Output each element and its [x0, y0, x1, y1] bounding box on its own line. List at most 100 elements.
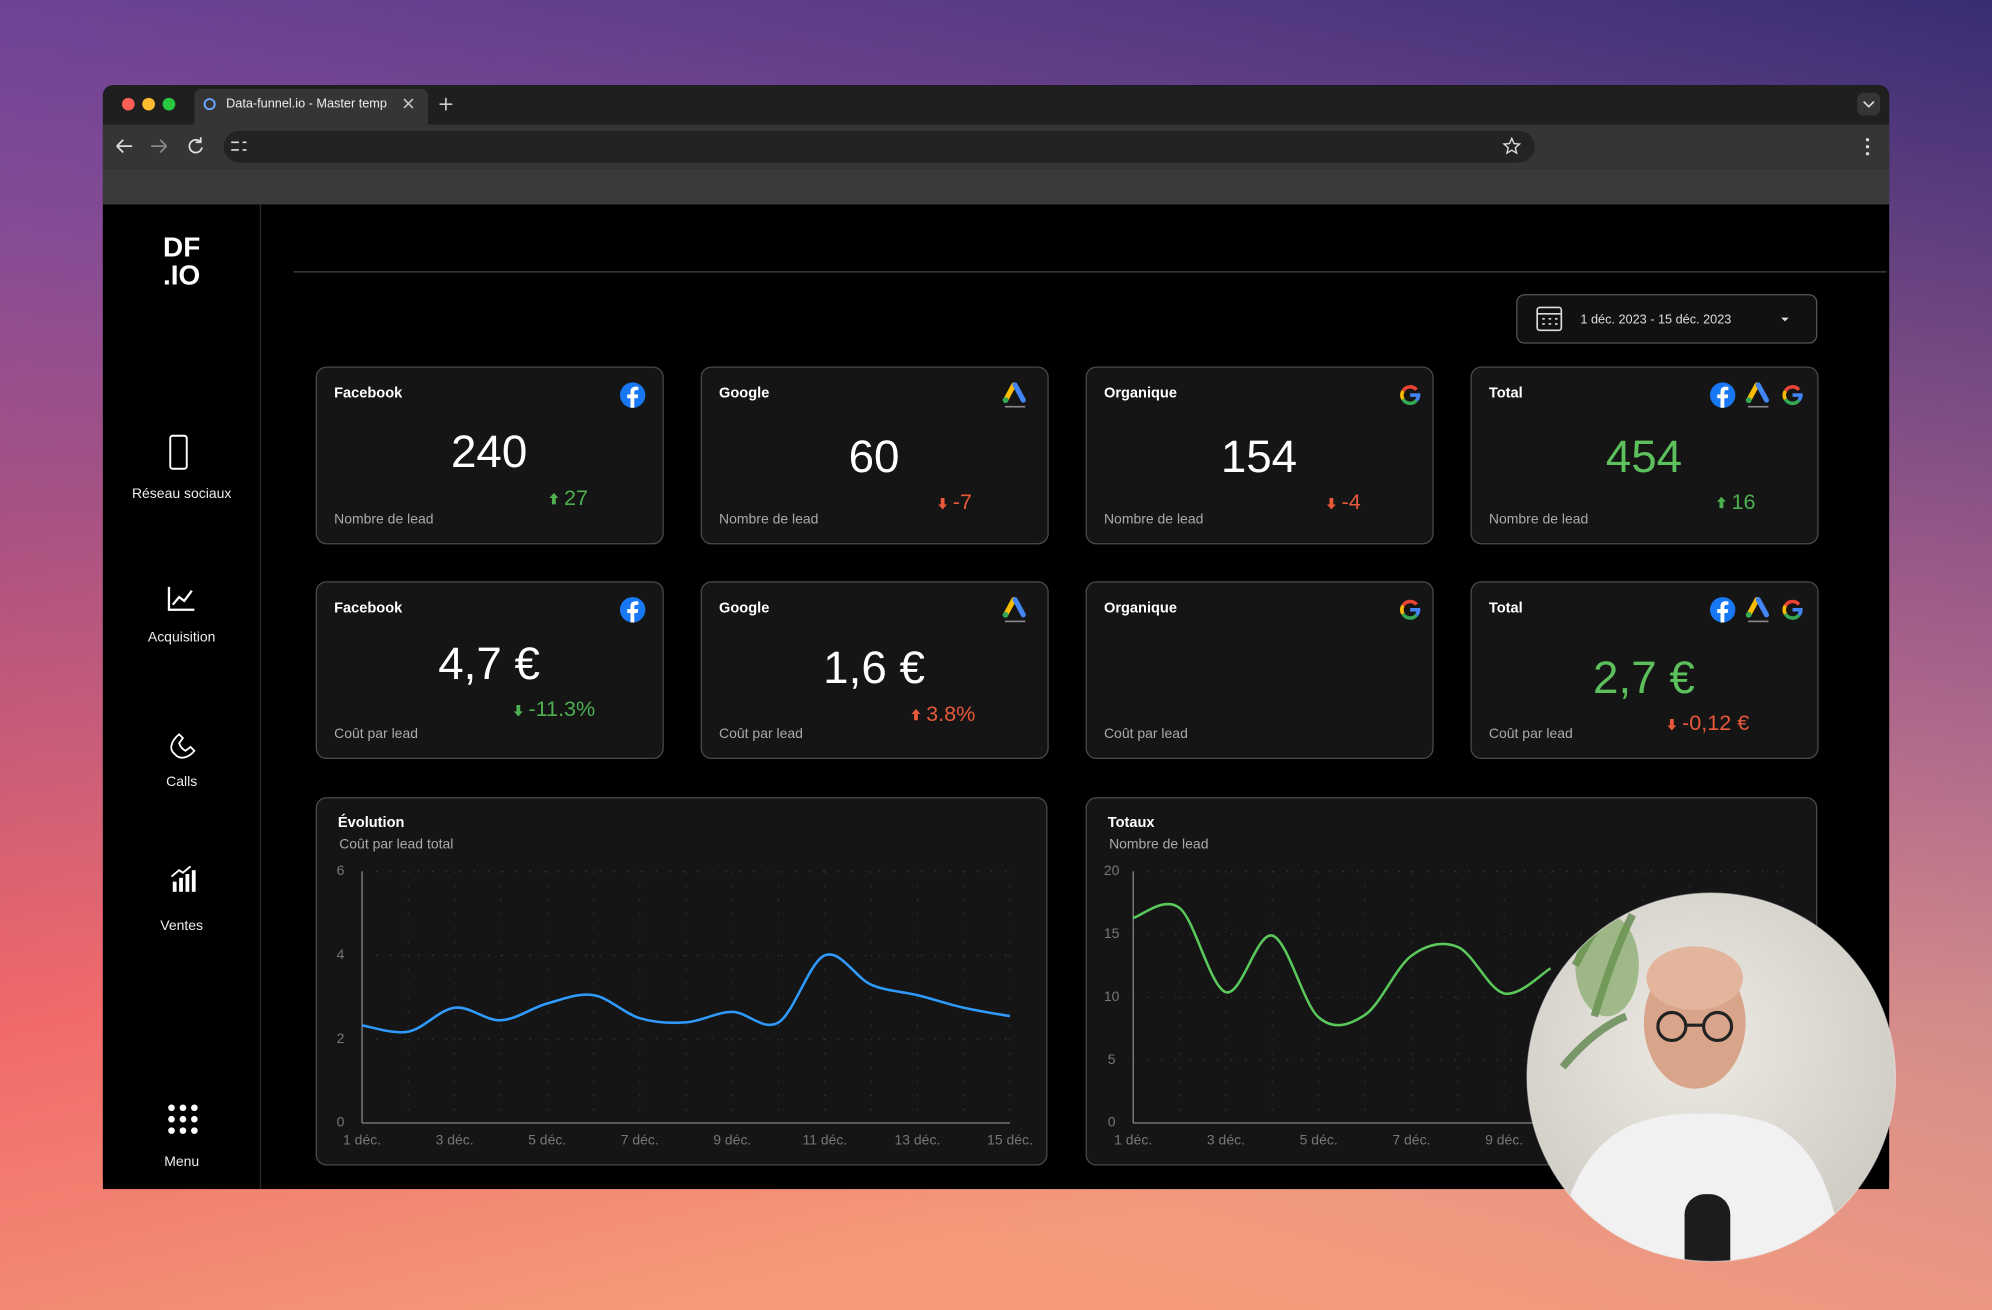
- google-ads-caption: [1004, 405, 1026, 408]
- kpi-card: Facebook Coût par lead 4,7 € -11.3%: [315, 581, 664, 760]
- card-delta: 16: [1732, 489, 1756, 514]
- bookmark-star[interactable]: [1502, 136, 1522, 155]
- card-subtitle: Nombre de lead: [1489, 510, 1588, 526]
- card-background: [1470, 581, 1819, 760]
- nav-label[interactable]: Acquisition: [148, 628, 216, 644]
- minimize-button[interactable]: [142, 97, 155, 111]
- tab-bar: [102, 85, 1890, 125]
- google-logo: [1401, 398, 1418, 406]
- address-bar[interactable]: [223, 130, 1535, 163]
- browser-menu[interactable]: [1865, 138, 1870, 156]
- tab-search[interactable]: [1857, 92, 1881, 116]
- y-tick-label: 2: [337, 1030, 345, 1046]
- card-background: [1085, 366, 1434, 545]
- card-value: 454: [1606, 431, 1682, 482]
- calendar-icon: [1536, 306, 1563, 332]
- card-background: [1085, 581, 1434, 760]
- nav-label[interactable]: Calls: [166, 773, 197, 789]
- nav-label[interactable]: Réseau sociaux: [132, 485, 231, 501]
- acquisition-icon: [167, 586, 195, 611]
- y-tick-label: 10: [1104, 988, 1120, 1004]
- card-subtitle: Coût par lead: [719, 725, 803, 741]
- back-button[interactable]: [116, 139, 133, 154]
- card-title: Facebook: [334, 386, 403, 402]
- date-picker[interactable]: [1516, 294, 1818, 344]
- maximize-button[interactable]: [162, 97, 176, 111]
- card-subtitle: Nombre de lead: [1104, 510, 1203, 526]
- card-value: 240: [451, 426, 527, 477]
- menu-icon[interactable]: [168, 1104, 198, 1134]
- x-tick-label: 15 déc.: [987, 1131, 1033, 1147]
- bookmarks-strip: [102, 168, 1890, 205]
- delta-arrow: [938, 497, 948, 510]
- x-tick-label: 3 déc.: [1207, 1131, 1245, 1147]
- card-background: [700, 581, 1049, 760]
- google-logo: [1783, 398, 1801, 406]
- delta-arrow: [1326, 497, 1336, 510]
- x-tick-label: 11 déc.: [802, 1131, 847, 1147]
- card-delta: -4: [1342, 489, 1361, 514]
- active-tab[interactable]: [194, 88, 429, 125]
- close-button[interactable]: [121, 97, 135, 111]
- google-logo: [1401, 385, 1418, 393]
- tab-close[interactable]: [403, 98, 414, 109]
- card-background: [700, 366, 1049, 545]
- facebook-logo-f: [1717, 386, 1729, 408]
- logo-top: DF: [163, 231, 200, 262]
- card-background: [315, 366, 664, 545]
- google-ads-logo: [1745, 397, 1752, 404]
- x-tick-label: 7 déc.: [621, 1131, 659, 1147]
- tab-favicon: [203, 98, 216, 111]
- google-ads-logo: [1755, 597, 1770, 618]
- card-subtitle: Coût par lead: [334, 725, 418, 741]
- google-ads-logo: [1002, 611, 1009, 618]
- google-ads-logo: [1012, 597, 1026, 618]
- y-tick-label: 15: [1104, 925, 1120, 941]
- google-logo: [1401, 599, 1418, 607]
- new-tab[interactable]: [439, 97, 453, 111]
- webcam-overlay: [1527, 893, 1896, 1262]
- site-info-icon[interactable]: [231, 141, 247, 151]
- y-tick-label: 20: [1104, 862, 1120, 878]
- card-delta: 27: [564, 485, 588, 510]
- card-subtitle: Nombre de lead: [334, 510, 433, 526]
- card-value: 60: [849, 431, 900, 482]
- card-title: Facebook: [334, 600, 403, 616]
- card-value: 1,6 €: [823, 642, 925, 693]
- google-logo: [1401, 612, 1418, 620]
- google-logo: [1783, 385, 1801, 393]
- y-tick-label: 4: [337, 946, 345, 962]
- google-logo: [1400, 390, 1405, 401]
- chart: Évolution Coût par lead total 1 déc. 3 déc.…: [315, 797, 1048, 1166]
- nav-label[interactable]: Menu: [164, 1153, 199, 1169]
- y-tick-label: 0: [1108, 1114, 1116, 1130]
- card-delta: 3.8%: [926, 701, 975, 726]
- reload-button[interactable]: [188, 137, 203, 154]
- chart-panel: [315, 797, 1048, 1166]
- nav-label[interactable]: Ventes: [160, 917, 203, 933]
- kpi-card: Google Coût par lead 1,6 €3.8%: [700, 581, 1049, 760]
- chart-title: Totaux: [1108, 815, 1156, 831]
- x-tick-label: 5 déc.: [1300, 1131, 1338, 1147]
- kpi-card: Total Nombre de lead 454 16: [1470, 366, 1819, 545]
- card-delta: -0,12 €: [1682, 710, 1749, 735]
- google-logo: [1783, 612, 1801, 620]
- card-subtitle: Coût par lead: [1489, 725, 1573, 741]
- delta-arrow: [513, 705, 523, 717]
- line-series: [1132, 902, 1552, 1027]
- card-delta: -11.3%: [528, 696, 595, 721]
- sales-icon: [170, 865, 196, 892]
- y-tick-label: 0: [337, 1114, 345, 1130]
- facebook-logo-f: [627, 601, 639, 623]
- card-title: Organique: [1104, 600, 1177, 616]
- card-value: 4,7 €: [438, 638, 540, 689]
- forward-button[interactable]: [151, 139, 168, 154]
- google-ads-caption: [1004, 620, 1026, 623]
- x-tick-label: 1 déc.: [343, 1131, 381, 1147]
- card-subtitle: Coût par lead: [1104, 725, 1188, 741]
- chart-title: Évolution: [338, 814, 405, 831]
- google-logo: [1782, 390, 1788, 401]
- tab-search-icon: [1863, 101, 1875, 108]
- kpi-card: Facebook Nombre de lead 240 27: [315, 366, 664, 545]
